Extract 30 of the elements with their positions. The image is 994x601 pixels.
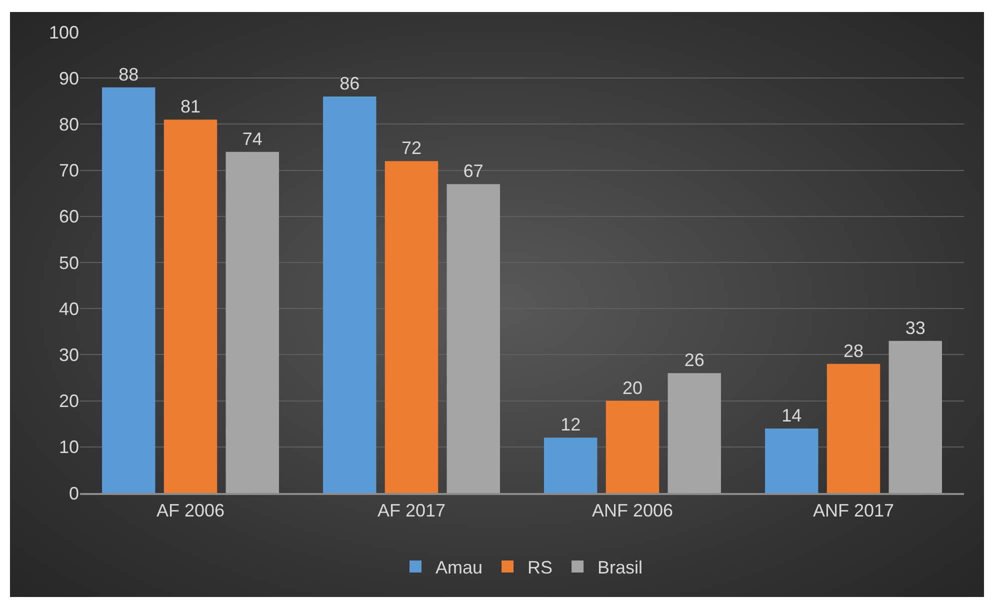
legend-label: RS: [528, 558, 553, 578]
legend-label: Amau: [436, 558, 483, 578]
y-tick-label: 100: [48, 22, 79, 42]
y-tick-label: 60: [58, 206, 79, 227]
x-tick-label: ANF 2017: [812, 500, 894, 521]
data-label: 72: [401, 138, 422, 158]
y-tick-label: 10: [58, 437, 79, 458]
data-label: 67: [463, 161, 484, 182]
y-tick-label: 30: [58, 345, 79, 365]
x-tick-label: AF 2017: [377, 500, 446, 521]
data-label: 28: [843, 340, 864, 361]
y-tick-label: 90: [58, 68, 79, 88]
y-tick-label: 0: [68, 483, 79, 504]
data-label: 26: [684, 350, 704, 370]
data-label: 20: [622, 378, 643, 398]
data-label: 14: [782, 405, 802, 426]
y-tick-label: 80: [58, 114, 79, 134]
legend-label: Brasil: [598, 558, 643, 578]
data-label: 33: [905, 318, 926, 338]
y-tick-label: 40: [58, 298, 79, 319]
data-label: 88: [118, 64, 139, 84]
x-tick-label: ANF 2006: [592, 500, 674, 521]
y-tick-label: 50: [58, 252, 79, 273]
y-tick-label: 70: [58, 160, 79, 181]
y-tick-label: 20: [58, 391, 79, 412]
data-label: 86: [340, 74, 360, 94]
data-label: 74: [242, 128, 262, 149]
x-tick-label: AF 2006: [156, 500, 225, 521]
data-label: 81: [180, 96, 201, 117]
data-label: 12: [560, 414, 581, 435]
